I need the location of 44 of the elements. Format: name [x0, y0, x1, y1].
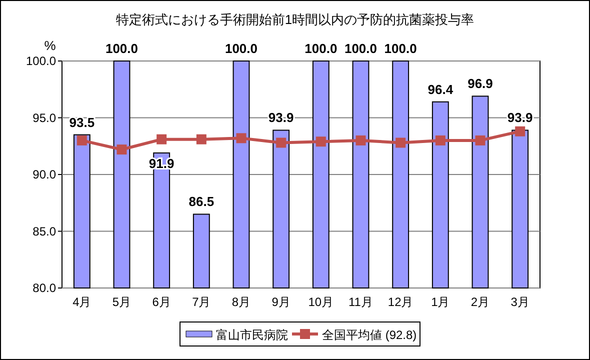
x-tick-label: 10月 — [308, 295, 334, 309]
point — [475, 135, 486, 146]
data-label: 100.0 — [384, 41, 417, 56]
legend-label: 富山市民病院 — [216, 328, 288, 342]
x-tick-label: 1月 — [431, 295, 450, 309]
x-tick-label: 11月 — [348, 295, 373, 309]
point — [316, 136, 326, 147]
y-tick-label: 80.0 — [32, 281, 56, 295]
legend-label: 全国平均値 (92.8) — [322, 328, 417, 342]
point — [196, 134, 206, 144]
y-tick-label: 95.0 — [32, 110, 56, 125]
data-label: 96.4 — [428, 82, 454, 97]
x-tick-label: 7月 — [192, 295, 211, 309]
y-tick-label: 100.0 — [26, 54, 56, 68]
chart-title: 特定術式における手術開始前1時間以内の予防的抗菌薬投与率 — [116, 12, 474, 27]
y-axis-title: % — [44, 38, 56, 53]
point — [236, 133, 246, 144]
point — [435, 135, 446, 146]
x-tick-label: 5月 — [112, 295, 132, 309]
x-tick-label: 2月 — [470, 295, 490, 309]
data-label: 100.0 — [344, 41, 378, 56]
x-tick-label: 9月 — [272, 295, 290, 309]
data-label: 93.5 — [69, 114, 95, 130]
point — [116, 144, 127, 155]
x-tick-label: 4月 — [72, 295, 92, 309]
y-tick-label: 90.0 — [32, 168, 56, 182]
point — [356, 135, 366, 146]
data-label: 100.0 — [224, 41, 258, 56]
data-label: 93.9 — [268, 110, 294, 126]
x-tick-label: 3月 — [510, 295, 530, 309]
x-tick-label: 12月 — [388, 295, 414, 309]
point — [276, 138, 286, 148]
data-label: 100.0 — [105, 41, 138, 56]
data-label: 100.0 — [304, 41, 338, 56]
x-tick-label: 6月 — [152, 295, 171, 309]
data-label: 86.5 — [188, 194, 214, 210]
y-tick-label: 85.0 — [32, 224, 56, 238]
data-label: 96.9 — [468, 76, 493, 92]
x-tick-label: 8月 — [232, 295, 251, 309]
data-label: 93.9 — [507, 110, 533, 126]
point — [515, 126, 526, 136]
point — [76, 135, 87, 146]
point — [156, 134, 167, 144]
point — [396, 138, 406, 148]
